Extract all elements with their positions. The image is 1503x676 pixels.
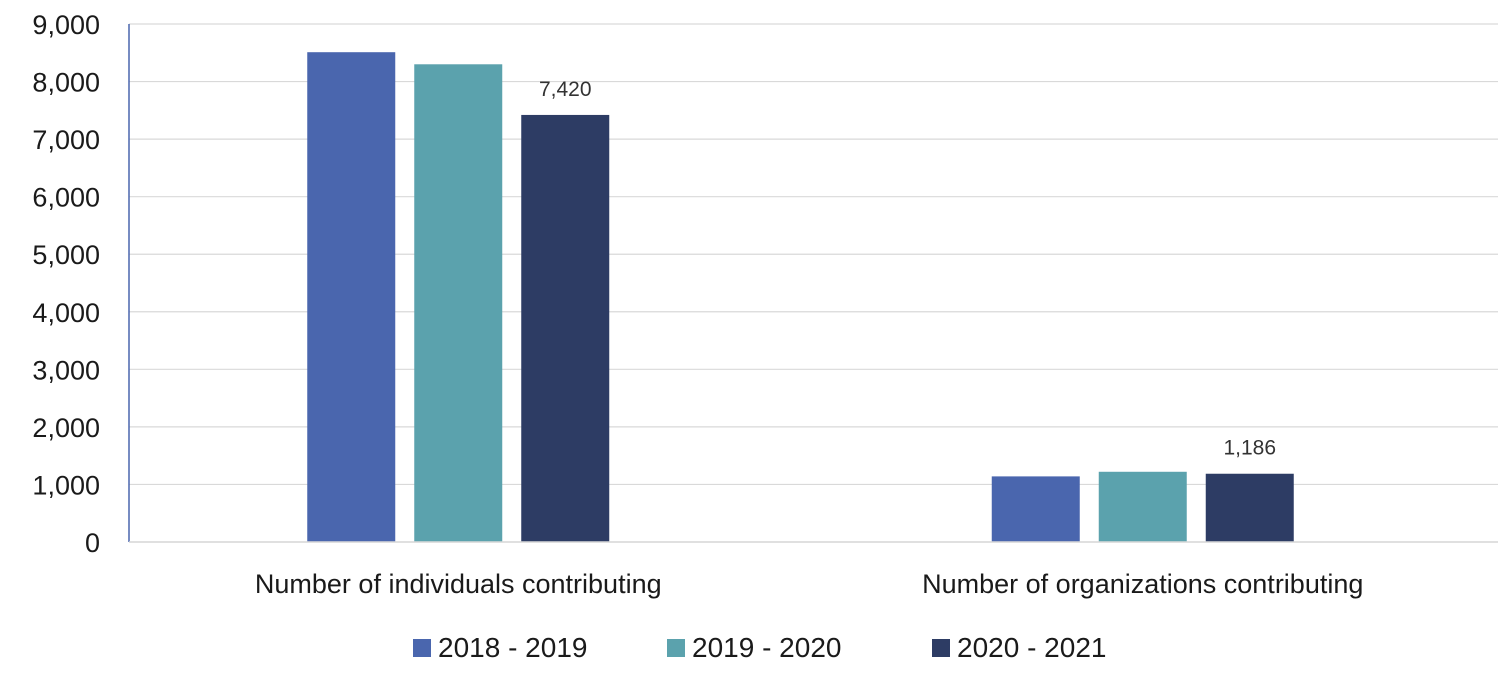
labels: 0 1,000 2,000 3,000 4,000 5,000 6,000 7,000 8,00…	[32, 10, 1363, 599]
bar-2020-2021-1	[1205, 473, 1294, 542]
y-tick-label: 3,000	[32, 355, 100, 385]
axes	[128, 24, 1498, 543]
y-tick-label: 2,000	[32, 413, 100, 443]
legend-label: 2020 - 2021	[957, 632, 1106, 663]
bar-2019-2020-1	[1098, 471, 1187, 542]
legend-swatch	[932, 639, 950, 657]
bar-2020-2021-0	[521, 114, 610, 542]
y-tick-label: 7,000	[32, 125, 100, 155]
bars	[307, 52, 1294, 543]
y-tick-label: 6,000	[32, 183, 100, 213]
x-tick-label: Number of organizations contributing	[922, 569, 1363, 599]
y-tick-label: 0	[85, 528, 100, 558]
data-label: 7,420	[539, 78, 592, 101]
bar-2018-2019-1	[991, 476, 1080, 542]
y-tick-label: 1,000	[32, 470, 100, 500]
y-tick-label: 4,000	[32, 298, 100, 328]
x-tick-label: Number of individuals contributing	[255, 569, 662, 599]
bar-2018-2019-0	[307, 52, 396, 543]
legend-label: 2019 - 2020	[692, 632, 841, 663]
legend-swatch	[413, 639, 431, 657]
y-tick-label: 9,000	[32, 10, 100, 40]
y-tick-label: 8,000	[32, 68, 100, 98]
legend-swatch	[667, 639, 685, 657]
legend: 2018 - 2019 2019 - 2020 2020 - 2021	[413, 632, 1106, 663]
legend-label: 2018 - 2019	[438, 632, 587, 663]
y-tick-label: 5,000	[32, 240, 100, 270]
data-label: 1,186	[1223, 437, 1276, 460]
bar-2019-2020-0	[414, 64, 503, 543]
